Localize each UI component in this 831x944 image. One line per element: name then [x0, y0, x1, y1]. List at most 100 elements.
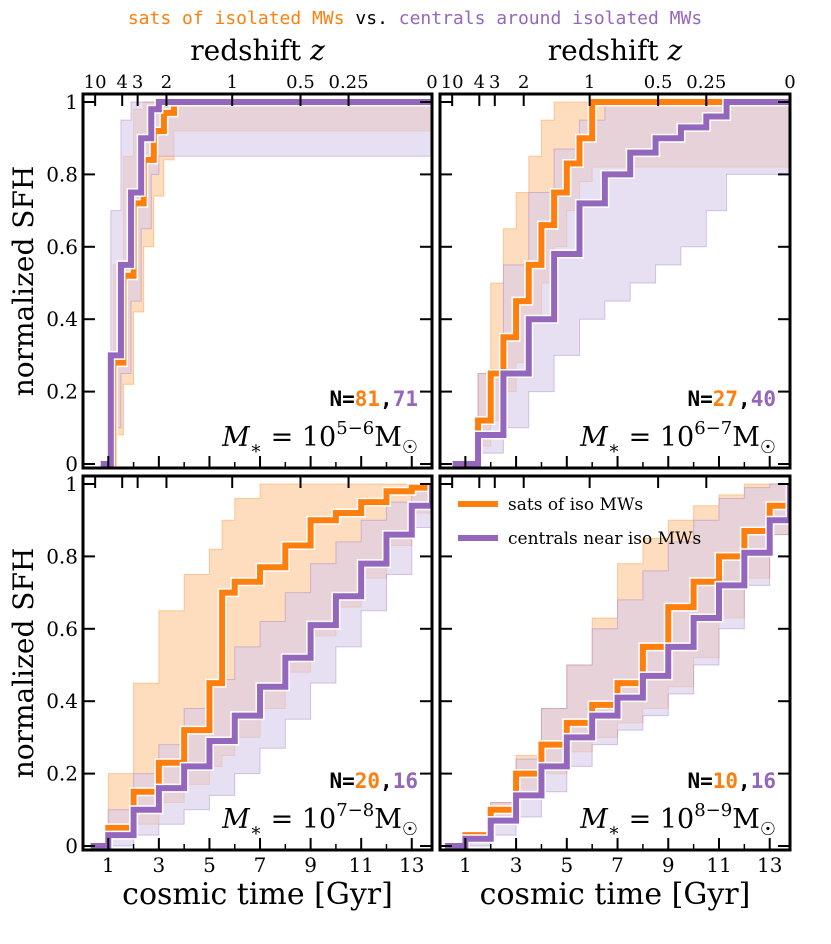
plot-area	[90, 483, 432, 850]
redshift-symbol: z	[667, 34, 683, 67]
mass-symbol: M	[579, 422, 609, 453]
redshift-tick-label: 0.5	[644, 72, 673, 93]
x-tick-label: 11	[706, 853, 731, 877]
sun-symbol: ☉	[402, 819, 418, 840]
title-centrals: centrals around isolated MWs	[399, 8, 702, 29]
centrals-median-line	[452, 99, 790, 467]
redshift-tick-label: 0.25	[329, 72, 369, 93]
y-axis-label: normalized SFH	[7, 548, 40, 779]
x-tick-label: 1	[102, 853, 115, 877]
redshift-tick-label: 3	[489, 72, 500, 93]
redshift-tick-label: 0.5	[286, 72, 315, 93]
redshift-tick-label: 4	[474, 72, 485, 93]
redshift-tick-label: 0.25	[686, 72, 726, 93]
mass-exponent: 7−8	[336, 800, 374, 821]
y-tick-label: 0.2	[46, 762, 78, 786]
legend-label-sats: sats of iso MWs	[508, 495, 643, 515]
sats-median-line	[462, 99, 790, 467]
x-tick-label: 5	[560, 853, 573, 877]
x-tick-label: 7	[254, 853, 267, 877]
x-tick-label: 13	[757, 853, 782, 877]
legend-label-centrals: centrals near iso MWs	[508, 529, 701, 549]
y-tick-label: 0.4	[46, 307, 78, 331]
redshift-tick-label: 4	[116, 72, 127, 93]
sun-symbol: ☉	[760, 437, 776, 458]
redshift-symbol: z	[309, 34, 325, 67]
x-tick-label: 13	[399, 853, 424, 877]
x-tick-label: 3	[510, 853, 523, 877]
panel-top-left: 0 0.2 0.4 0.6 0.8 1 10 4 3 2 1 0.5 0.25 0 redshift z no…	[7, 34, 438, 476]
x-tick-label: 3	[153, 853, 166, 877]
redshift-tick-label: 10	[441, 72, 464, 93]
centrals-band	[100, 101, 432, 465]
y-tick-label: 0.8	[46, 544, 78, 568]
sats-median-line	[445, 484, 790, 849]
sun-symbol: ☉	[760, 819, 776, 840]
mass-subscript: ∗	[250, 820, 262, 841]
mass-subscript: ∗	[250, 438, 262, 459]
redshift-axis-label: redshift z	[190, 34, 325, 67]
y-tick-label: 0.8	[46, 162, 78, 186]
redshift-tick-label: 1	[584, 72, 595, 93]
y-tick-label: 1	[65, 472, 78, 496]
sun-symbol: ☉	[402, 437, 418, 458]
mass-label: M∗ = 105−6M☉	[221, 418, 418, 459]
count-comma: ,	[380, 387, 393, 411]
count-centrals: 16	[751, 769, 776, 793]
redshift-tick-label: 3	[132, 72, 143, 93]
redshift-axis-label: redshift z	[548, 34, 683, 67]
plot-area	[445, 483, 790, 850]
y-tick-label: 0	[65, 452, 78, 476]
count-prefix: N=	[329, 769, 354, 793]
y-axis-label: normalized SFH	[7, 166, 40, 397]
mass-unit: M	[374, 422, 402, 453]
mass-label: M∗ = 108−9M☉	[579, 800, 776, 841]
mass-equals: = 10	[262, 422, 336, 453]
y-tick-label: 0.2	[46, 380, 78, 404]
mass-subscript: ∗	[608, 820, 620, 841]
title-vs: vs.	[345, 8, 399, 29]
mass-label: M∗ = 107−8M☉	[221, 800, 418, 841]
mass-subscript: ∗	[608, 438, 620, 459]
count-sats: 27	[713, 387, 738, 411]
mass-unit: M	[732, 422, 760, 453]
redshift-tick-label: 10	[84, 72, 107, 93]
y-tick-label: 0.6	[46, 617, 78, 641]
legend: sats of iso MWs centrals near iso MWs	[458, 495, 701, 549]
y-tick-label: 1	[65, 90, 78, 114]
redshift-tick-label: 0	[426, 72, 437, 93]
count-centrals: 16	[393, 769, 418, 793]
panel-frame	[438, 92, 792, 470]
count-annotation: N=27,40	[687, 387, 776, 411]
x-axis-label: cosmic time [Gyr]	[480, 877, 751, 912]
mass-unit: M	[732, 804, 760, 835]
x-tick-label: 9	[662, 853, 675, 877]
count-sats: 20	[355, 769, 380, 793]
redshift-word: redshift	[190, 34, 310, 67]
mass-exponent: 6−7	[694, 418, 732, 439]
count-comma: ,	[380, 769, 393, 793]
mass-symbol: M	[221, 422, 251, 453]
mass-equals: = 10	[262, 804, 336, 835]
redshift-tick-label: 2	[518, 72, 529, 93]
y-tick-label: 0	[65, 834, 78, 858]
count-annotation: N=81,71	[329, 387, 418, 411]
plot-area	[100, 97, 432, 468]
count-sats: 81	[355, 387, 380, 411]
centrals-median-line	[90, 484, 432, 849]
mass-label: M∗ = 106−7M☉	[579, 418, 776, 459]
centrals-median-line	[445, 484, 790, 849]
panel-frame	[81, 92, 434, 470]
x-tick-label: 9	[304, 853, 317, 877]
mass-equals: = 10	[620, 804, 694, 835]
count-annotation: N=10,16	[687, 769, 776, 793]
figure-title: sats of isolated MWs vs. centrals around…	[128, 8, 702, 29]
mass-exponent: 5−6	[336, 418, 374, 439]
panel-frame	[81, 474, 434, 852]
count-prefix: N=	[687, 387, 712, 411]
y-tick-label: 0.4	[46, 689, 78, 713]
